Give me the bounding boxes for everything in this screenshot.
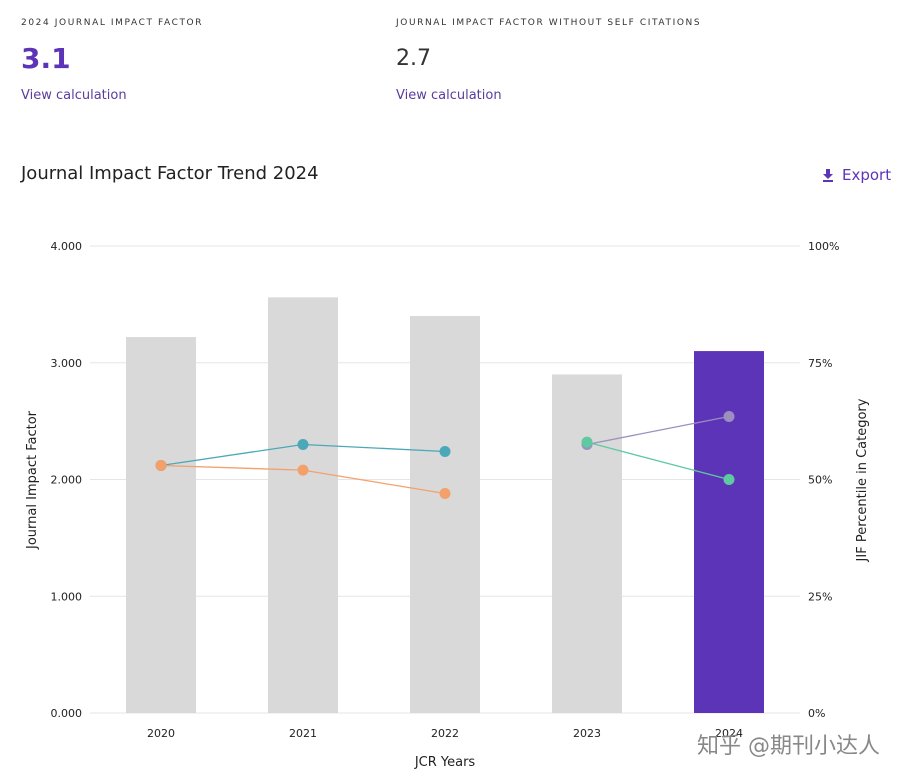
percentile-point-2021 bbox=[297, 438, 309, 450]
export-button[interactable]: Export bbox=[822, 166, 891, 184]
percentile-point-2020 bbox=[155, 459, 167, 471]
x-axis-title: JCR Years bbox=[414, 755, 476, 770]
percentile-point-2024 bbox=[723, 474, 735, 485]
y-tick-label: 1.000 bbox=[51, 590, 83, 603]
y-tick-label: 2.000 bbox=[51, 474, 83, 487]
bar-2022 bbox=[410, 316, 480, 713]
percentile-point-2024 bbox=[723, 410, 735, 422]
y2-tick-label: 50% bbox=[808, 474, 832, 487]
y2-axis-title: JIF Percentile in Category bbox=[855, 398, 870, 562]
jif-view-calculation-link[interactable]: View calculation bbox=[21, 88, 127, 103]
x-tick-label: 2022 bbox=[431, 727, 459, 740]
jif-metric: 2024 JOURNAL IMPACT FACTOR 3.1 View calc… bbox=[21, 18, 203, 103]
x-tick-label: 2023 bbox=[573, 727, 601, 740]
jif-no-self-citations-metric: JOURNAL IMPACT FACTOR WITHOUT SELF CITAT… bbox=[396, 18, 701, 103]
x-tick-label: 2024 bbox=[715, 727, 743, 740]
percentile-point-2022 bbox=[439, 488, 451, 500]
bar-2024 bbox=[694, 351, 764, 713]
x-tick-label: 2020 bbox=[147, 727, 175, 740]
chart-title: Journal Impact Factor Trend 2024 bbox=[21, 163, 319, 184]
percentile-line-4 bbox=[586, 441, 730, 481]
y2-tick-label: 25% bbox=[808, 590, 832, 603]
percentile-point-2023 bbox=[581, 436, 593, 448]
percentile-point-2021 bbox=[297, 464, 309, 476]
y-axis-title: Journal Impact Factor bbox=[25, 410, 40, 550]
export-label: Export bbox=[842, 166, 892, 184]
y2-tick-label: 75% bbox=[808, 357, 832, 370]
jif-trend-chart: 0.000 1.000 2.000 3.000 4.000 0% 25% 50% 75% 100%… bbox=[25, 240, 880, 770]
y2-tick-label: 0% bbox=[808, 707, 825, 720]
jif-no-self-citations-value: 2.7 bbox=[396, 46, 431, 71]
percentile-point-2022 bbox=[439, 445, 451, 457]
y-tick-label: 0.000 bbox=[51, 707, 83, 720]
y2-tick-label: 100% bbox=[808, 240, 839, 253]
x-tick-label: 2021 bbox=[289, 727, 317, 740]
download-icon bbox=[823, 168, 833, 182]
bar-2020 bbox=[126, 337, 196, 713]
bar-2023 bbox=[552, 374, 622, 713]
jif-no-self-citations-view-calculation-link[interactable]: View calculation bbox=[396, 88, 502, 103]
jif-label: 2024 JOURNAL IMPACT FACTOR bbox=[21, 18, 204, 28]
y-tick-label: 4.000 bbox=[51, 240, 83, 253]
jif-no-self-citations-label: JOURNAL IMPACT FACTOR WITHOUT SELF CITAT… bbox=[396, 18, 702, 28]
watermark: 知乎 @期刊小达人 bbox=[697, 734, 880, 759]
jif-value: 3.1 bbox=[21, 42, 71, 75]
percentile-line-3 bbox=[586, 415, 730, 446]
bar-2021 bbox=[268, 297, 338, 713]
y-tick-label: 3.000 bbox=[51, 357, 83, 370]
